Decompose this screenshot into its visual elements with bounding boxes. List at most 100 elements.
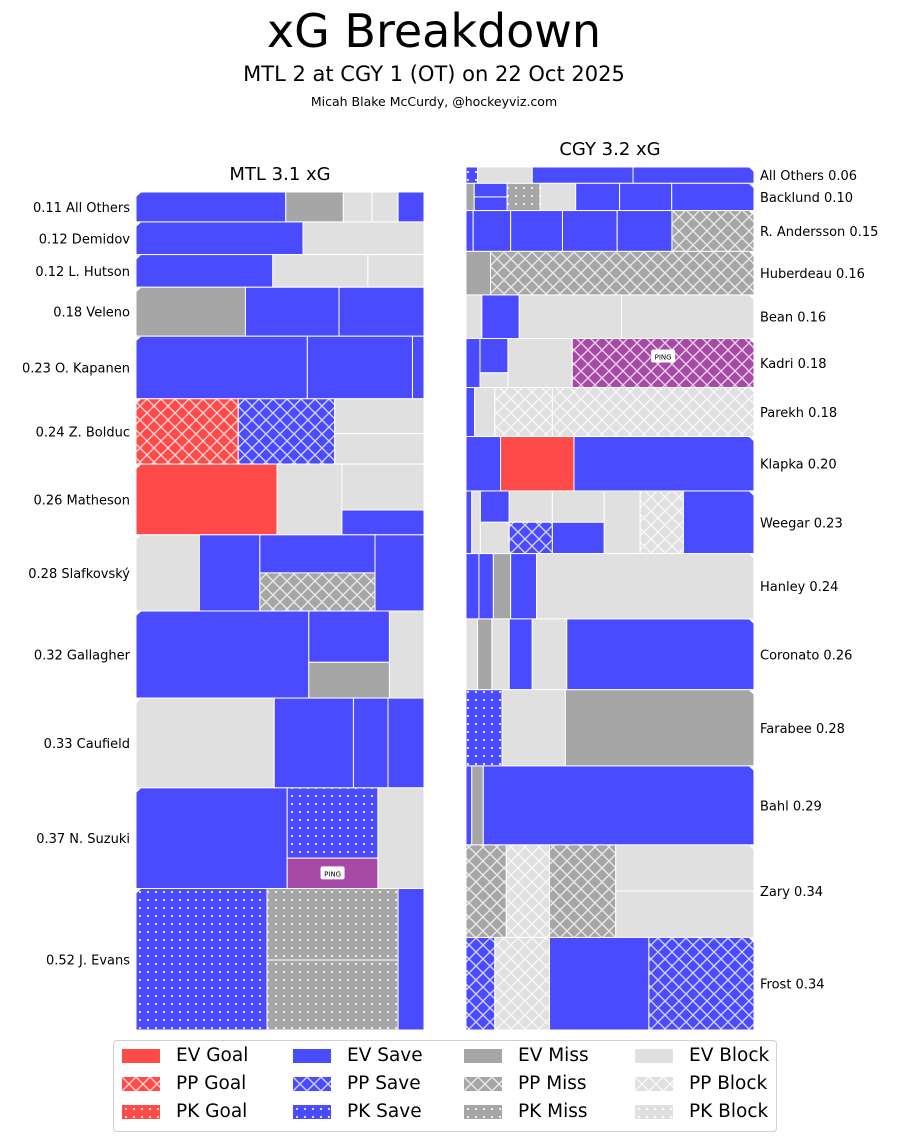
chart-credit: Micah Blake McCurdy, @hockeyviz.com bbox=[310, 94, 558, 109]
shot-tile-pk-save bbox=[286, 787, 379, 859]
player-separator-notch bbox=[749, 339, 755, 345]
shot-tile-ev-block bbox=[388, 610, 425, 699]
chart-title: xG Breakdown bbox=[266, 4, 602, 58]
shot-tile-ev-block bbox=[342, 191, 373, 223]
shot-tile-pp-miss bbox=[489, 250, 755, 296]
player-label: 0.23 O. Kapanen bbox=[22, 361, 130, 376]
shot-tile-ev-save bbox=[465, 765, 473, 846]
shot-tile-pp-block bbox=[494, 387, 553, 438]
shot-tile-ev-goal bbox=[135, 463, 278, 536]
shot-tile-ev-save bbox=[510, 553, 538, 620]
shot-tile-pk-save bbox=[465, 166, 479, 184]
shot-tile-ev-block bbox=[302, 221, 425, 256]
shot-tile-ev-save bbox=[465, 436, 502, 492]
shot-tile-pk-miss bbox=[266, 888, 399, 961]
player-label: Weegar 0.23 bbox=[760, 516, 843, 531]
legend-swatch-pk-block bbox=[635, 1104, 673, 1119]
legend-item: EV Save bbox=[293, 1045, 423, 1066]
shot-tile-ev-save bbox=[273, 697, 354, 789]
shot-tile-ev-block bbox=[536, 553, 755, 620]
player-separator-notch bbox=[749, 167, 755, 173]
shot-tile-ev-miss bbox=[492, 553, 512, 620]
player-separator-notch bbox=[749, 251, 755, 258]
shot-tile-ev-save bbox=[352, 697, 389, 789]
player-block: PING Kadri 0.18 bbox=[465, 338, 827, 389]
player-block: Parekh 0.18 bbox=[465, 387, 837, 438]
player-block: Bahl 0.29 bbox=[465, 765, 822, 846]
shot-tile-ev-block bbox=[334, 398, 425, 435]
shot-tile-pp-save bbox=[465, 936, 496, 1031]
player-label: Zary 0.34 bbox=[760, 885, 823, 900]
player-separator-notch bbox=[749, 619, 755, 625]
player-label: 0.26 Matheson bbox=[33, 493, 130, 508]
player-label: 0.12 Demidov bbox=[39, 232, 131, 247]
legend-swatch-ev-miss bbox=[464, 1048, 502, 1063]
shot-tile-ev-save bbox=[374, 534, 425, 612]
player-block: 0.24 Z. Bolduc bbox=[36, 398, 425, 465]
shot-tile-ev-save bbox=[632, 166, 755, 184]
shot-tile-ev-save bbox=[478, 553, 494, 620]
shot-tile-ev-block bbox=[479, 521, 510, 555]
player-block: 0.32 Gallagher bbox=[34, 610, 425, 699]
legend-swatch-pk-miss bbox=[464, 1104, 502, 1119]
player-label: Kadri 0.18 bbox=[760, 357, 827, 372]
shot-tile-pp-block bbox=[551, 387, 755, 438]
player-label: R. Andersson 0.15 bbox=[760, 225, 878, 240]
team-panel-cgy: CGY 3.2 xG All Others 0.06 Backlund 0.10 R.… bbox=[465, 139, 878, 1031]
shot-tile-pp-miss bbox=[465, 844, 507, 938]
legend-label: PP Save bbox=[347, 1073, 421, 1094]
shot-tile-pp-block bbox=[639, 490, 684, 555]
player-block: R. Andersson 0.15 bbox=[465, 210, 878, 252]
player-separator-notch bbox=[749, 491, 755, 497]
player-block: 0.18 Veleno bbox=[53, 286, 425, 337]
player-label: 0.18 Veleno bbox=[53, 306, 130, 321]
shot-tile-ev-save bbox=[465, 210, 474, 252]
player-label: Bahl 0.29 bbox=[760, 799, 822, 814]
shot-tile-pp-miss bbox=[549, 844, 617, 938]
legend-swatch-pp-miss bbox=[464, 1076, 502, 1091]
shot-tile-pp-block bbox=[505, 844, 551, 938]
player-separator-notch bbox=[135, 535, 141, 541]
player-block: 0.26 Matheson bbox=[33, 463, 425, 536]
player-block: Weegar 0.23 bbox=[465, 490, 843, 555]
player-separator-notch bbox=[749, 766, 755, 772]
player-separator-notch bbox=[135, 192, 141, 198]
shot-tile-ev-block bbox=[615, 890, 755, 938]
shot-tile-ev-save bbox=[308, 610, 390, 663]
shot-tile-ev-save bbox=[198, 534, 261, 612]
shot-tile-ev-save bbox=[135, 610, 310, 699]
legend-swatch-ev-save bbox=[293, 1048, 331, 1063]
shot-tile-ev-save bbox=[387, 697, 425, 789]
player-separator-notch bbox=[135, 222, 141, 228]
shot-tile-ev-block bbox=[603, 490, 641, 555]
shot-tile-ev-block bbox=[341, 463, 425, 511]
shot-tile-ev-block bbox=[491, 618, 510, 691]
shot-tile-ev-save bbox=[338, 286, 425, 337]
legend-swatch-ev-block bbox=[635, 1048, 673, 1063]
shot-tile-ev-save bbox=[465, 387, 476, 438]
shot-tile-ev-save bbox=[575, 182, 621, 212]
legend-item: PP Block bbox=[635, 1073, 767, 1094]
player-label: Farabee 0.28 bbox=[760, 722, 845, 737]
legend-swatch-pp-goal bbox=[122, 1076, 160, 1091]
player-separator-notch bbox=[749, 388, 755, 394]
player-block: Coronato 0.26 bbox=[465, 618, 852, 691]
player-block: 0.12 Demidov bbox=[39, 221, 425, 256]
player-block: All Others 0.06 bbox=[465, 166, 857, 184]
ping-label: PING bbox=[324, 870, 341, 878]
shot-tile-pk-save bbox=[465, 689, 503, 767]
legend-label: PK Miss bbox=[518, 1101, 588, 1122]
shot-tile-ev-save bbox=[561, 210, 618, 252]
player-block: Huberdeau 0.16 bbox=[465, 250, 865, 296]
player-separator-notch bbox=[135, 336, 141, 343]
shot-tile-ev-block bbox=[615, 844, 755, 892]
player-block: Klapka 0.20 bbox=[465, 436, 837, 492]
shot-tile-ev-save bbox=[619, 182, 673, 212]
player-label: Frost 0.34 bbox=[760, 978, 825, 993]
shot-tile-pp-miss bbox=[259, 572, 376, 612]
shot-tile-ev-block bbox=[276, 463, 343, 536]
player-separator-notch bbox=[135, 255, 141, 261]
shot-tile-ev-miss bbox=[477, 618, 493, 691]
player-separator-notch bbox=[135, 788, 141, 794]
shot-tile-ev-block bbox=[135, 697, 275, 789]
